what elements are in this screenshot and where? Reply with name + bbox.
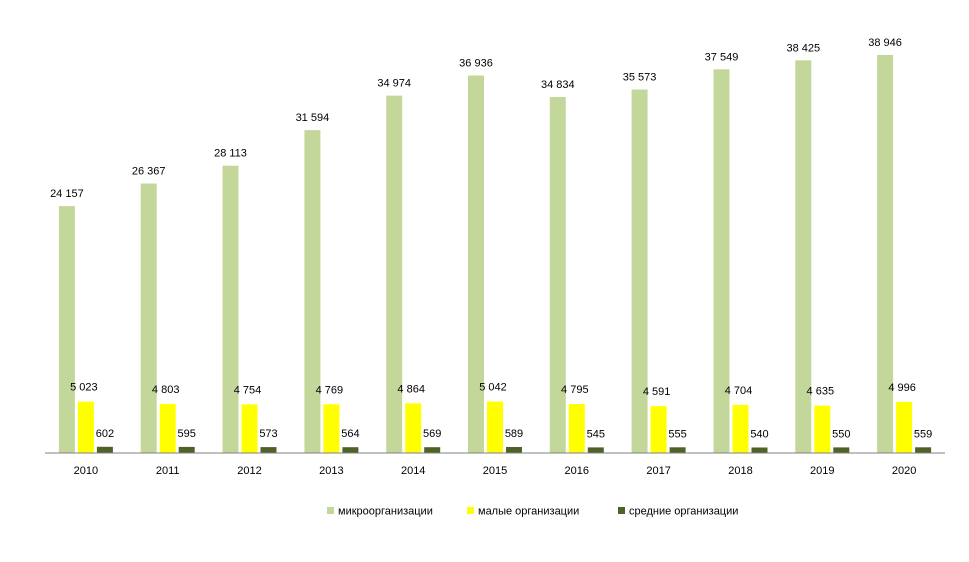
bar-микроорганизации-2015 [468, 75, 484, 453]
bar-микроорганизации-2012 [222, 165, 239, 453]
data-label: 4 996 [888, 382, 916, 394]
data-label: 4 803 [152, 384, 180, 396]
data-label: 4 754 [234, 384, 262, 396]
bar-малые-организации-2013 [323, 404, 340, 453]
data-label: 564 [341, 428, 359, 440]
x-tick-label: 2020 [892, 465, 916, 477]
bar-малые-организации-2014 [405, 403, 422, 453]
bar-средние-организации-2018 [751, 447, 768, 453]
data-label: 4 795 [561, 384, 589, 396]
bar-средние-организации-2012 [260, 447, 277, 453]
x-tick-label: 2017 [646, 465, 670, 477]
legend-swatch [467, 507, 474, 514]
data-label: 26 367 [132, 166, 166, 178]
data-label: 31 594 [296, 112, 330, 124]
bar-средние-организации-2013 [342, 447, 359, 453]
data-label: 38 425 [786, 42, 820, 54]
data-label: 4 704 [725, 385, 753, 397]
bar-средние-организации-2015 [506, 447, 522, 453]
x-tick-label: 2019 [810, 465, 834, 477]
data-label: 602 [96, 428, 114, 440]
data-label: 4 635 [807, 386, 835, 398]
data-label: 4 864 [397, 383, 425, 395]
bar-микроорганизации-2010 [58, 206, 75, 453]
legend-label: микроорганизации [338, 506, 433, 518]
bar-средние-организации-2010 [96, 446, 113, 453]
data-label: 573 [259, 428, 277, 440]
data-label: 28 113 [214, 148, 247, 160]
data-label: 545 [587, 428, 605, 440]
bar-микроорганизации-2013 [304, 130, 321, 453]
data-label: 569 [423, 428, 441, 440]
legend: микроорганизации малые организации средние… [327, 506, 738, 518]
bar-малые-организации-2019 [814, 405, 831, 453]
bar-микроорганизации-2014 [386, 95, 403, 453]
bar-малые-организации-2011 [159, 403, 176, 453]
bar-малые-организации-2012 [241, 404, 258, 453]
data-label: 4 769 [316, 384, 344, 396]
bars-layer [58, 55, 932, 454]
data-label: 540 [750, 429, 768, 441]
bar-малые-организации-2015 [487, 401, 503, 453]
x-tick-label: 2013 [319, 465, 343, 477]
bar-микроорганизации-2016 [549, 97, 566, 453]
x-tick-label: 2012 [237, 465, 261, 477]
bar-микроорганизации-2018 [713, 69, 730, 454]
data-label: 5 042 [479, 382, 507, 394]
x-tick-labels-layer: 2010 2011 2012 2013 2014 2015 2016 2017 2018 2019… [74, 465, 917, 477]
bar-средние-организации-2014 [424, 447, 441, 453]
x-tick-label: 2014 [401, 465, 425, 477]
data-label: 4 591 [643, 386, 671, 398]
x-tick-label: 2011 [156, 465, 180, 477]
bar-микроорганизации-2019 [795, 60, 812, 454]
data-label: 589 [505, 428, 523, 440]
bar-средние-организации-2020 [915, 447, 932, 453]
data-label: 550 [832, 428, 850, 440]
data-label: 595 [178, 428, 196, 440]
x-tick-label: 2015 [483, 465, 507, 477]
bar-микроорганизации-2017 [631, 89, 648, 453]
legend-label: средние организации [629, 506, 738, 518]
data-label: 37 549 [705, 51, 739, 63]
x-tick-label: 2010 [74, 465, 98, 477]
bar-малые-организации-2018 [732, 404, 749, 453]
bar-средние-организации-2017 [669, 447, 686, 453]
data-label: 24 157 [50, 188, 84, 200]
data-label: 555 [668, 428, 686, 440]
bar-малые-организации-2016 [568, 404, 585, 453]
data-label: 38 946 [868, 37, 902, 49]
bar-средние-организации-2016 [587, 447, 604, 453]
data-label: 5 023 [70, 382, 98, 394]
data-label: 36 936 [459, 58, 493, 70]
bar-микроорганизации-2020 [877, 55, 894, 453]
bar-малые-организации-2017 [650, 406, 667, 453]
x-tick-label: 2016 [565, 465, 589, 477]
data-labels-layer: 24 157 5 023 602 26 367 4 803 595 28 113 4 754 5… [50, 37, 932, 441]
bar-малые-организации-2020 [896, 401, 913, 453]
legend-swatch [618, 507, 625, 514]
bar-средние-организации-2019 [833, 447, 850, 453]
bar-средние-организации-2011 [178, 446, 195, 453]
bar-микроорганизации-2011 [140, 183, 157, 453]
data-label: 34 834 [541, 79, 575, 91]
legend-swatch [327, 507, 334, 514]
x-tick-label: 2018 [728, 465, 752, 477]
legend-label: малые организации [478, 506, 579, 518]
data-label: 34 974 [377, 78, 411, 90]
data-label: 559 [914, 428, 932, 440]
data-label: 35 573 [623, 72, 657, 84]
bar-малые-организации-2010 [77, 401, 94, 453]
